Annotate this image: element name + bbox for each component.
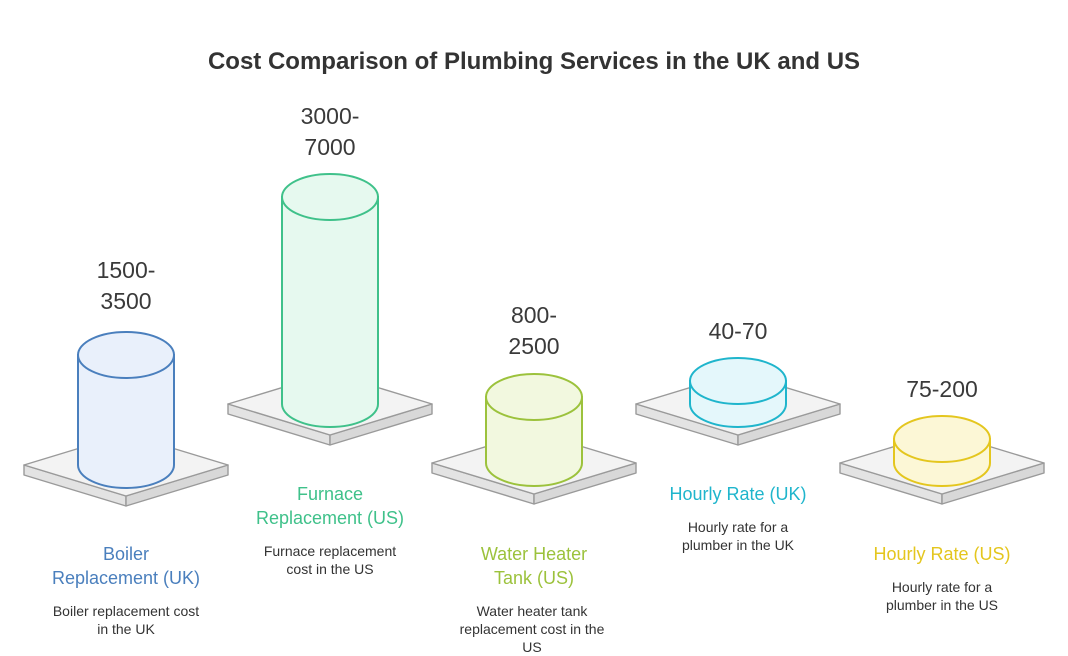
water-heater-value-line1: 800- [510,302,558,328]
boiler-label-line2: Replacement (UK) [51,568,201,588]
hourly-rate-us-cylinder [839,415,1045,505]
hourly-uk-label-line1: Hourly Rate (UK) [669,484,807,504]
hourly-uk-label: Hourly Rate (UK) [628,482,848,506]
water-heater-description: Water heater tank replacement cost in th… [424,602,640,656]
boiler-label: Boiler Replacement (UK) [16,542,236,590]
furnace-label-line2: Replacement (US) [255,508,405,528]
hourly-us-desc-line1: Hourly rate for a [891,579,993,595]
boiler-replacement-cylinder [23,331,229,507]
boiler-value-line2: 3500 [100,288,152,314]
hourly-us-label: Hourly Rate (US) [832,542,1052,566]
boiler-label-line1: Boiler [102,544,150,564]
furnace-description: Furnace replacement cost in the US [220,542,440,578]
hourly-uk-value: 40-70 [678,316,798,347]
boiler-desc-line1: Boiler replacement cost [52,603,200,619]
water-heater-label-line2: Tank (US) [493,568,574,588]
boiler-value-line1: 1500- [96,257,156,283]
cylinder-top [77,331,175,379]
water-heater-desc-line2: replacement cost in the [459,621,605,637]
boiler-desc-line2: in the UK [97,621,155,637]
furnace-desc-line2: cost in the US [286,561,374,577]
hourly-uk-desc-line1: Hourly rate for a [687,519,789,535]
cylinder-top [485,373,583,421]
cylinder-body [77,354,175,489]
boiler-value: 1500- 3500 [66,255,186,317]
furnace-label-line1: Furnace [296,484,364,504]
water-heater-desc-line1: Water heater tank [476,603,588,619]
water-heater-tank-cylinder [431,373,637,505]
water-heater-value: 800- 2500 [474,300,594,362]
water-heater-label: Water Heater Tank (US) [424,542,644,590]
furnace-label: Furnace Replacement (US) [220,482,440,530]
hourly-us-value: 75-200 [882,374,1002,405]
hourly-uk-description: Hourly rate for a plumber in the UK [628,518,848,554]
hourly-us-description: Hourly rate for a plumber in the US [832,578,1052,614]
cylinder-body [281,196,379,428]
furnace-desc-line1: Furnace replacement [263,543,397,559]
boiler-description: Boiler replacement cost in the UK [16,602,236,638]
cylinder-body [485,396,583,487]
water-heater-value-line2: 2500 [508,333,560,359]
furnace-value-line2: 7000 [304,134,356,160]
hourly-uk-value-line1: 40-70 [708,318,768,344]
diagram-title: Cost Comparison of Plumbing Services in … [207,48,861,75]
furnace-value: 3000- 7000 [270,101,390,163]
furnace-value-line1: 3000- [300,103,360,129]
hourly-us-desc-line2: plumber in the US [885,597,999,613]
hourly-uk-desc-line2: plumber in the UK [681,537,795,553]
water-heater-desc-line3: US [522,639,542,655]
hourly-rate-uk-cylinder [635,357,841,446]
hourly-us-value-line1: 75-200 [906,376,978,402]
cylinder-top [893,415,991,463]
water-heater-label-line1: Water Heater [480,544,588,564]
cylinder-top [281,173,379,221]
furnace-replacement-cylinder [227,173,433,446]
hourly-us-label-line1: Hourly Rate (US) [873,544,1011,564]
cylinder-top [689,357,787,405]
